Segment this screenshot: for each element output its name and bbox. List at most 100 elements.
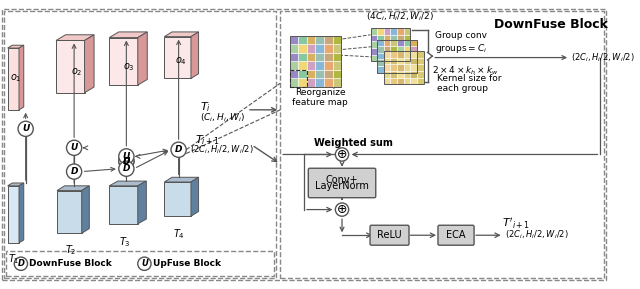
Bar — [390, 46, 397, 53]
Polygon shape — [56, 35, 94, 40]
Text: $T_1$: $T_1$ — [8, 252, 19, 266]
Bar — [384, 28, 390, 35]
Bar — [410, 71, 417, 77]
Bar — [316, 79, 324, 87]
Text: $(2C_i, H_i/2, W_i/2)$: $(2C_i, H_i/2, W_i/2)$ — [571, 51, 635, 64]
Bar — [371, 28, 410, 61]
Bar — [417, 64, 424, 71]
Bar — [316, 61, 324, 70]
Bar — [404, 71, 410, 77]
Bar — [333, 36, 341, 44]
Text: $T_2$: $T_2$ — [65, 243, 76, 257]
Bar — [417, 51, 424, 58]
Bar — [307, 70, 316, 79]
Bar — [390, 77, 397, 84]
Bar — [384, 55, 390, 61]
Bar — [404, 51, 410, 58]
Text: $2\times 4\times k_h\times k_w$: $2\times 4\times k_h\times k_w$ — [432, 65, 499, 77]
Bar — [333, 70, 341, 79]
Text: $o_2$: $o_2$ — [71, 66, 83, 78]
Polygon shape — [19, 45, 24, 110]
Bar — [390, 71, 397, 77]
Bar — [397, 53, 404, 60]
Bar — [316, 53, 324, 61]
Bar — [377, 66, 384, 73]
Circle shape — [138, 257, 151, 271]
Polygon shape — [56, 40, 84, 93]
Bar — [397, 35, 404, 41]
Circle shape — [119, 161, 134, 176]
Text: D: D — [70, 167, 78, 176]
Bar — [410, 53, 417, 60]
Bar — [397, 48, 404, 55]
Bar — [397, 41, 404, 48]
Bar — [298, 53, 307, 61]
Bar — [410, 58, 417, 64]
Bar — [384, 51, 424, 84]
Bar — [333, 61, 341, 70]
Bar — [324, 79, 333, 87]
Bar — [290, 70, 298, 79]
Bar — [371, 55, 377, 61]
Bar — [316, 36, 324, 44]
Bar — [404, 40, 410, 46]
Polygon shape — [8, 48, 19, 110]
Text: U: U — [22, 124, 29, 133]
Bar — [384, 64, 390, 71]
Text: D: D — [175, 145, 182, 154]
Polygon shape — [164, 182, 191, 216]
Text: U: U — [123, 152, 130, 161]
Bar — [290, 44, 298, 53]
Text: D: D — [17, 259, 24, 268]
Circle shape — [67, 164, 82, 179]
Bar — [377, 40, 384, 46]
Circle shape — [67, 140, 82, 155]
Bar — [410, 51, 417, 58]
Polygon shape — [8, 183, 24, 186]
Polygon shape — [138, 32, 147, 85]
Bar — [371, 48, 377, 55]
Polygon shape — [164, 32, 198, 37]
Bar — [404, 35, 410, 41]
Text: U: U — [141, 259, 148, 268]
Bar — [324, 44, 333, 53]
Text: Kernel size for
each group: Kernel size for each group — [437, 73, 502, 93]
FancyBboxPatch shape — [438, 225, 474, 245]
Text: $(4C_i, H_i/2, W_i/2)$: $(4C_i, H_i/2, W_i/2)$ — [366, 10, 434, 23]
Text: ReLU: ReLU — [377, 230, 402, 240]
Bar — [307, 61, 316, 70]
Bar — [404, 60, 410, 66]
Text: ECA: ECA — [446, 230, 466, 240]
Text: D: D — [123, 157, 130, 166]
Bar — [384, 46, 390, 53]
Bar — [390, 35, 397, 41]
Bar — [377, 48, 384, 55]
Text: $o_4$: $o_4$ — [175, 55, 186, 67]
Polygon shape — [82, 186, 90, 233]
Bar — [290, 79, 298, 87]
Circle shape — [335, 148, 349, 161]
Bar — [410, 60, 417, 66]
Bar — [324, 53, 333, 61]
Bar — [290, 36, 298, 44]
Text: DownFuse Block: DownFuse Block — [29, 259, 112, 268]
Text: $(2C_i, H_i/2, W_i/2)$: $(2C_i, H_i/2, W_i/2)$ — [506, 229, 569, 242]
Bar — [298, 61, 307, 70]
FancyBboxPatch shape — [370, 225, 409, 245]
Bar — [397, 66, 404, 73]
Text: U: U — [123, 157, 130, 166]
Bar — [410, 64, 417, 71]
Bar — [390, 58, 397, 64]
Text: Group conv
groups$=C_i$: Group conv groups$=C_i$ — [435, 32, 487, 55]
Circle shape — [171, 142, 186, 157]
Polygon shape — [109, 181, 147, 186]
Bar — [324, 36, 333, 44]
Bar — [397, 55, 404, 61]
Text: $\oplus$: $\oplus$ — [337, 203, 348, 216]
Bar — [377, 60, 384, 66]
Bar — [390, 40, 397, 46]
Text: $(C_i,H_i,W_i)$: $(C_i,H_i,W_i)$ — [200, 111, 245, 124]
Text: DownFuse Block: DownFuse Block — [494, 18, 608, 31]
Bar — [377, 35, 384, 41]
Polygon shape — [8, 186, 19, 243]
